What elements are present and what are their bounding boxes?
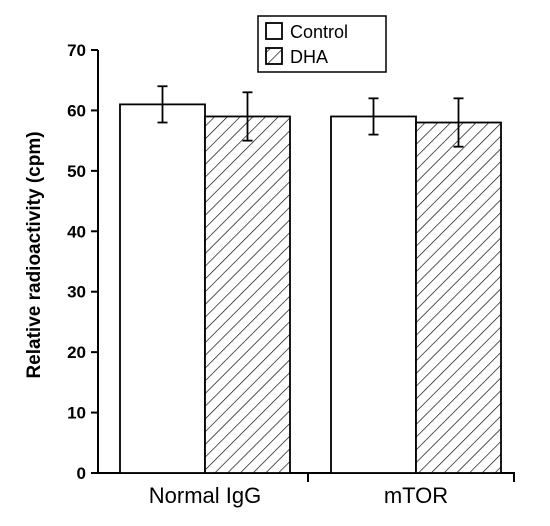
bar-normal-igg-control <box>119 103 206 474</box>
plot-area: 0 10 20 30 40 50 60 70 Normal IgG mTOR <box>67 41 515 508</box>
x-category-label-0: Normal IgG <box>149 483 261 508</box>
bar-mtor-control <box>330 115 417 474</box>
x-category-label-1: mTOR <box>384 483 448 508</box>
y-tick-label-40: 40 <box>67 222 86 241</box>
y-tick-label-10: 10 <box>67 404 86 423</box>
y-tick-label-60: 60 <box>67 101 86 120</box>
legend-label-dha: DHA <box>290 47 328 67</box>
y-tick-label-30: 30 <box>67 283 86 302</box>
legend-swatch-dha <box>265 47 283 65</box>
bar-mtor-dha <box>415 121 502 474</box>
y-axis-title: Relative radioactivity (cpm) <box>24 131 45 378</box>
legend-label-control: Control <box>290 22 348 42</box>
y-tick-label-20: 20 <box>67 343 86 362</box>
y-tick-label-0: 0 <box>77 464 86 483</box>
legend: Control DHA <box>257 15 387 73</box>
legend-swatch-control <box>265 22 283 40</box>
bar-normal-igg-dha <box>204 115 291 474</box>
y-tick-label-50: 50 <box>67 162 86 181</box>
y-tick-label-70: 70 <box>67 41 86 60</box>
